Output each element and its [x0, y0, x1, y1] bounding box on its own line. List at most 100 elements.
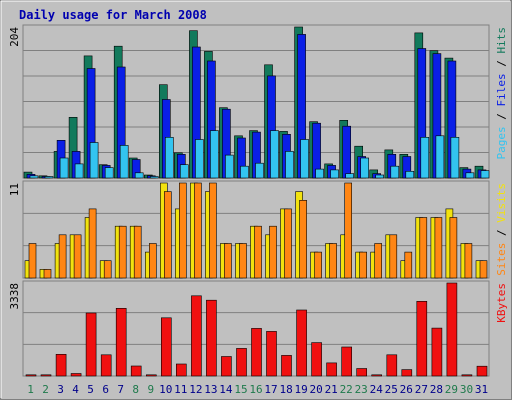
sites-bar	[404, 251, 413, 279]
pages-bar	[89, 142, 99, 179]
kbytes-bar	[356, 368, 368, 377]
x-tick-label: 5	[87, 383, 94, 396]
sites-bar	[118, 225, 127, 279]
kbytes-bar	[416, 300, 428, 377]
kbytes-bar	[221, 356, 232, 377]
x-tick-label: 4	[72, 383, 79, 396]
series-legend: Sites / Visits	[495, 183, 508, 276]
sites-bar	[344, 182, 353, 279]
x-tick-label: 2	[42, 383, 49, 396]
series-legend: Pages / Files / Hits	[495, 27, 508, 160]
x-tick-label: 11	[174, 383, 187, 396]
pages-bar	[29, 175, 39, 179]
sites-bar	[209, 182, 217, 279]
sites-bar	[58, 234, 67, 279]
pages-bar	[74, 163, 84, 179]
kbytes-bar	[70, 373, 82, 377]
sites-bar	[43, 269, 52, 279]
pages-bar	[285, 151, 294, 179]
pages-bar	[405, 171, 415, 179]
pages-bar	[255, 162, 264, 179]
sites-bar	[419, 217, 428, 279]
sites-bar	[133, 225, 142, 279]
legend-hits: Hits	[495, 27, 508, 54]
sites-bar	[164, 191, 172, 279]
x-tick-label: 18	[279, 383, 292, 396]
x-tick-label: 22	[340, 383, 353, 396]
sites-bar	[149, 243, 157, 279]
pages-bar	[150, 176, 159, 179]
x-tick-label: 15	[234, 383, 247, 396]
panel-3: 3338 KBytes	[8, 280, 508, 377]
pages-bar	[210, 130, 219, 179]
kbytes-bar	[115, 307, 127, 377]
sites-bar	[269, 225, 277, 279]
pages-bar	[240, 165, 249, 179]
series-legend: KBytes	[495, 283, 508, 323]
sites-bar	[434, 217, 443, 279]
y-max-label: 204	[8, 27, 21, 47]
kbytes-bar	[401, 369, 413, 377]
y-max-label: 3338	[8, 283, 21, 310]
legend-sites: Sites	[495, 243, 508, 276]
pages-bar	[360, 157, 370, 179]
panel-1: 204 Pages / Files / Hits	[8, 24, 508, 179]
kbytes-bar	[446, 282, 458, 377]
pages-bar	[450, 137, 460, 179]
pages-bar	[134, 172, 144, 179]
sites-bar	[479, 260, 488, 279]
pages-bar	[104, 167, 114, 179]
pages-bar	[180, 164, 189, 179]
sites-bar	[73, 234, 82, 279]
x-tick-label: 12	[189, 383, 202, 396]
kbytes-bar	[326, 362, 337, 377]
kbytes-bar	[311, 342, 322, 377]
pages-bar	[119, 145, 129, 179]
sites-bar	[103, 260, 112, 279]
pages-bar	[315, 168, 324, 179]
sites-bar	[464, 243, 473, 279]
kbytes-bar	[55, 353, 67, 377]
pages-bar	[465, 172, 475, 179]
pages-bar	[59, 157, 69, 179]
pages-bar	[225, 154, 234, 179]
x-tick-label: 23	[355, 383, 368, 396]
sites-bar	[329, 243, 337, 279]
sites-bar	[194, 182, 202, 279]
x-tick-label: 25	[385, 383, 398, 396]
x-tick-label: 31	[475, 383, 488, 396]
kbytes-bar	[281, 355, 292, 377]
kbytes-bar	[266, 331, 277, 377]
kbytes-bar	[161, 317, 172, 377]
x-tick-label: 7	[117, 383, 124, 396]
kbytes-bar	[206, 299, 217, 377]
pages-bar	[435, 135, 445, 179]
x-tick-label: 21	[325, 383, 338, 396]
pages-bar	[375, 174, 385, 179]
sites-bar	[179, 182, 187, 279]
kbytes-bar	[461, 374, 473, 377]
kbytes-bar	[296, 309, 307, 377]
x-tick-label: 16	[249, 383, 262, 396]
sites-bar	[28, 243, 37, 279]
sites-bar	[224, 243, 232, 279]
kbytes-bar	[85, 312, 97, 377]
sites-bar	[374, 243, 383, 279]
sites-bar	[314, 251, 322, 279]
sites-bar	[359, 251, 368, 279]
sites-bar	[88, 208, 97, 279]
kbytes-bar	[236, 348, 247, 377]
y-max-label: 11	[8, 183, 21, 196]
kbytes-bar	[341, 346, 353, 377]
pages-bar	[345, 173, 355, 179]
legend-pages: Pages	[495, 126, 508, 159]
legend-kbytes: KBytes	[495, 283, 508, 323]
x-tick-label: 10	[159, 383, 172, 396]
x-tick-label: 27	[415, 383, 428, 396]
x-tick-label: 24	[370, 383, 384, 396]
kbytes-bar	[371, 374, 383, 377]
pages-bar	[420, 137, 430, 179]
pages-bar	[390, 165, 400, 179]
sites-bar	[284, 208, 292, 279]
